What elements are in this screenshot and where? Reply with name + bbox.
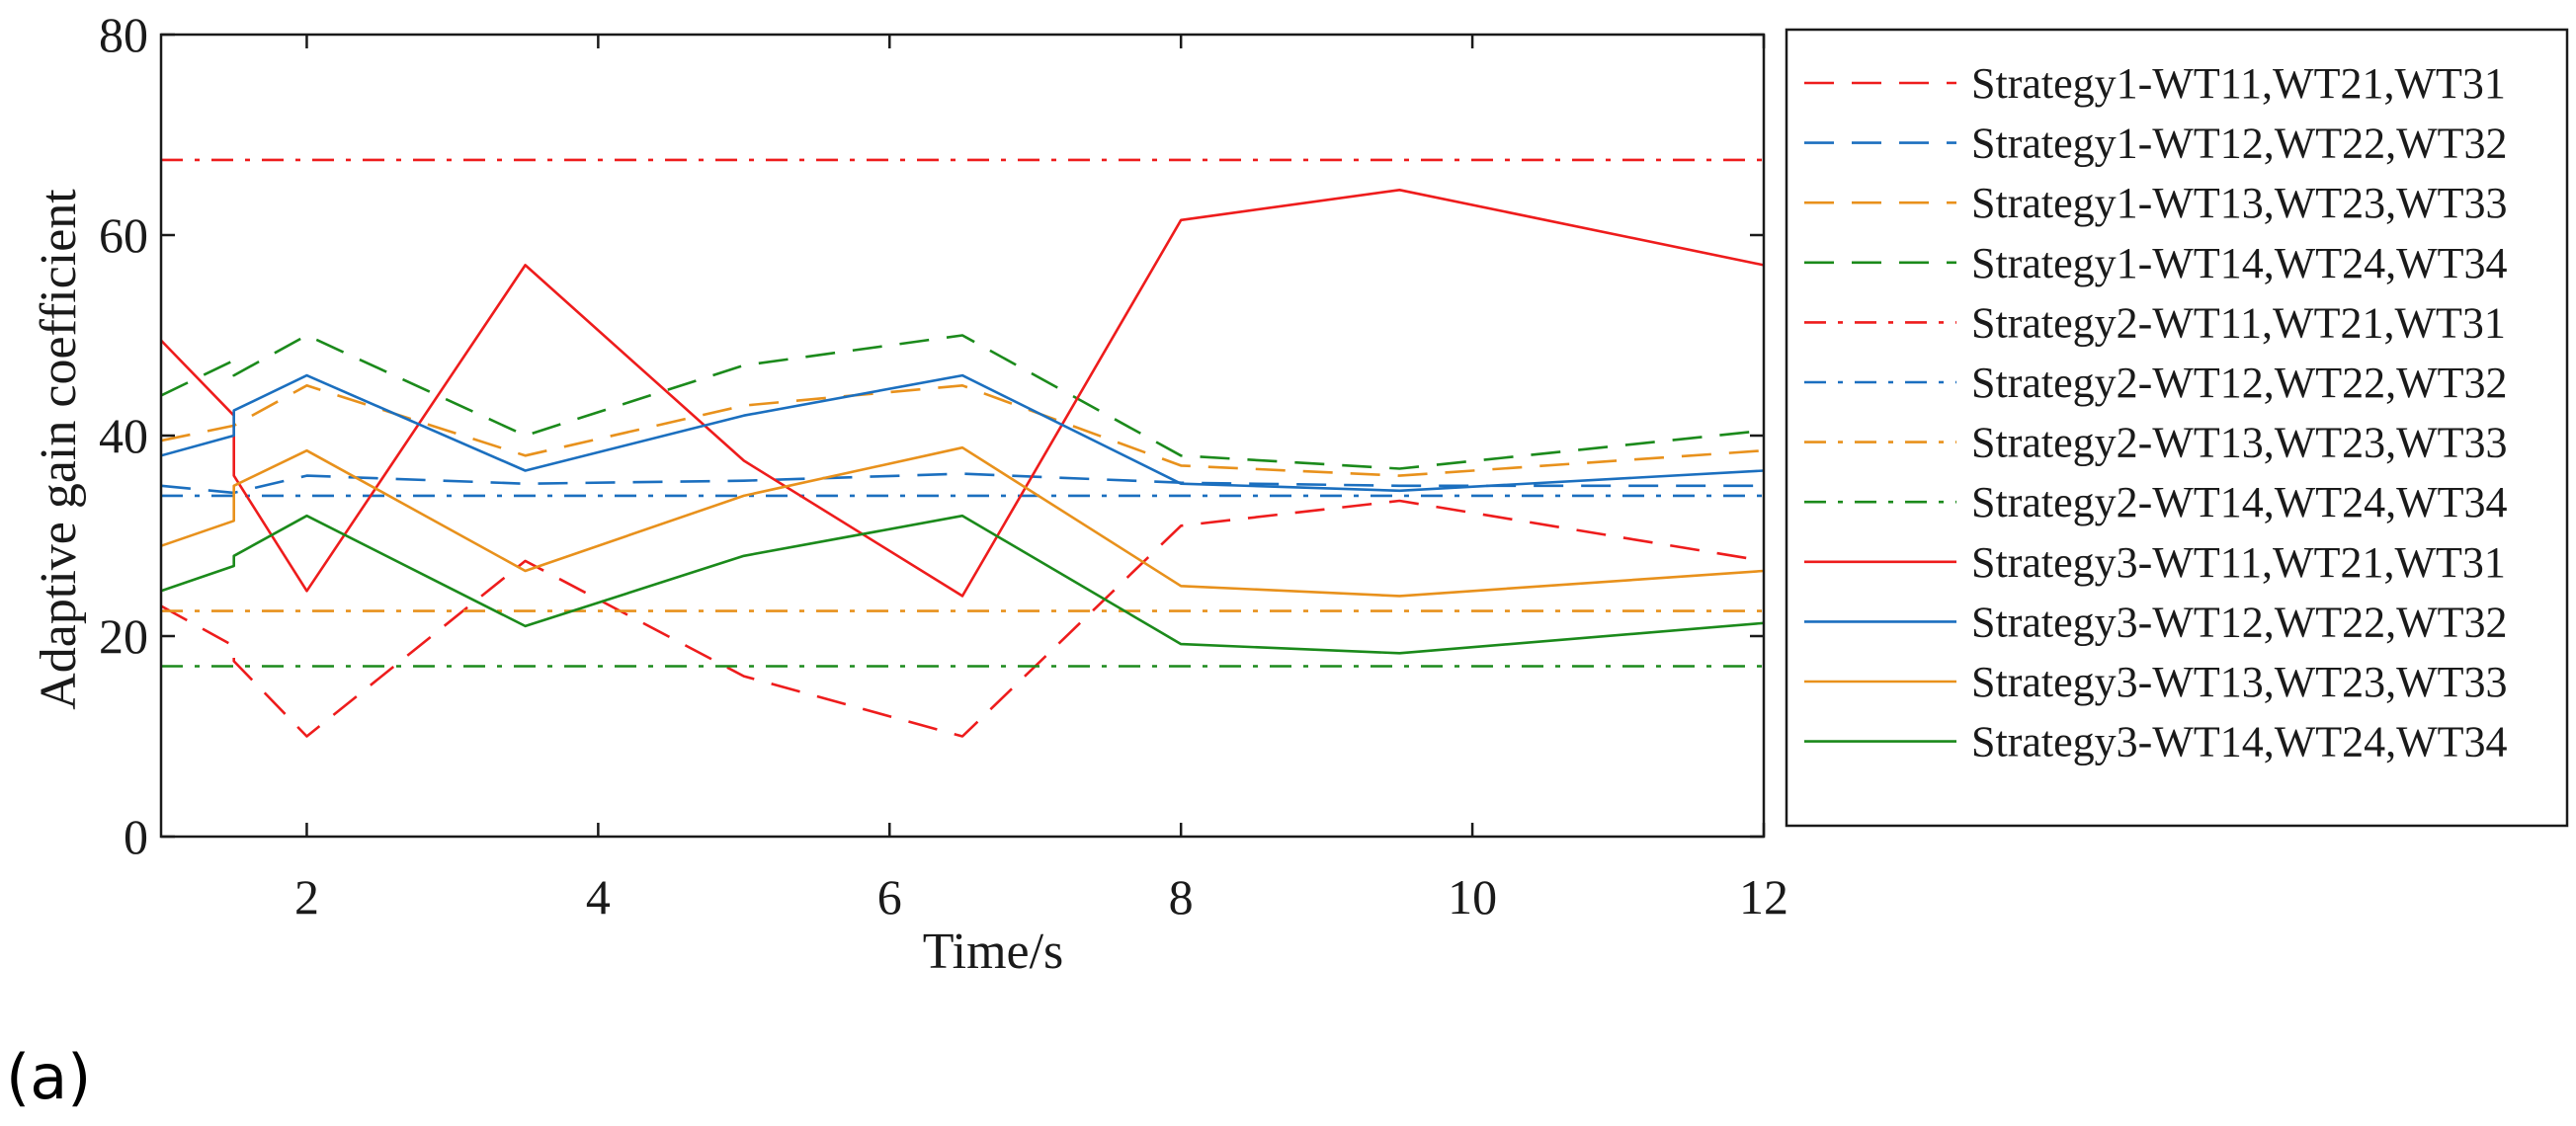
legend-label-6: Strategy2-WT12,WT22,WT32 [1971, 359, 2508, 407]
x-axis-label: Time/s [923, 924, 1064, 980]
legend-label-3: Strategy1-WT13,WT23,WT33 [1971, 179, 2508, 227]
legend-label-11: Strategy3-WT13,WT23,WT33 [1971, 658, 2508, 706]
series-layer [161, 158, 1764, 738]
x-tick-label: 4 [586, 869, 611, 925]
y-tick-label: 40 [99, 408, 148, 463]
series-line-4 [161, 334, 1764, 470]
series-line-2 [161, 472, 1764, 495]
y-tick-label: 0 [124, 809, 148, 864]
series-line-3 [161, 383, 1764, 477]
y-tick-label: 80 [99, 7, 148, 62]
legend-label-10: Strategy3-WT12,WT22,WT32 [1971, 598, 2508, 646]
series-line-10 [161, 373, 1764, 493]
x-tick-label: 10 [1448, 869, 1497, 925]
x-tick-label: 12 [1739, 869, 1788, 925]
legend-label-8: Strategy2-WT14,WT24,WT34 [1971, 478, 2508, 526]
series-line-9 [161, 189, 1764, 598]
x-ticks: 2 4 6 8 10 12 [294, 35, 1788, 925]
plot-area [161, 35, 1764, 837]
legend-box [1785, 28, 2569, 828]
x-tick-label: 2 [294, 869, 319, 925]
legend-label-12: Strategy3-WT14,WT24,WT34 [1971, 718, 2508, 766]
y-ticks: 0 20 40 60 80 [99, 7, 1764, 864]
y-tick-label: 60 [99, 207, 148, 263]
x-tick-label: 6 [877, 869, 902, 925]
y-axis-label: Adaptive gain coefficient [31, 189, 87, 710]
series-line-11 [161, 445, 1764, 598]
legend-label-2: Strategy1-WT12,WT22,WT32 [1971, 120, 2508, 168]
legend-label-7: Strategy2-WT13,WT23,WT33 [1971, 419, 2508, 467]
y-tick-label: 20 [99, 608, 148, 664]
legend-label-1: Strategy1-WT11,WT21,WT31 [1971, 59, 2506, 108]
panel-label: (a) [6, 1041, 91, 1113]
legend: Strategy1-WT11,WT21,WT31 Strategy1-WT12,W… [1804, 59, 2508, 766]
x-tick-label: 8 [1169, 869, 1194, 925]
legend-label-9: Strategy3-WT11,WT21,WT31 [1971, 538, 2506, 587]
series-line-12 [161, 514, 1764, 655]
legend-label-4: Strategy1-WT14,WT24,WT34 [1971, 239, 2508, 287]
legend-label-5: Strategy2-WT11,WT21,WT31 [1971, 298, 2506, 347]
